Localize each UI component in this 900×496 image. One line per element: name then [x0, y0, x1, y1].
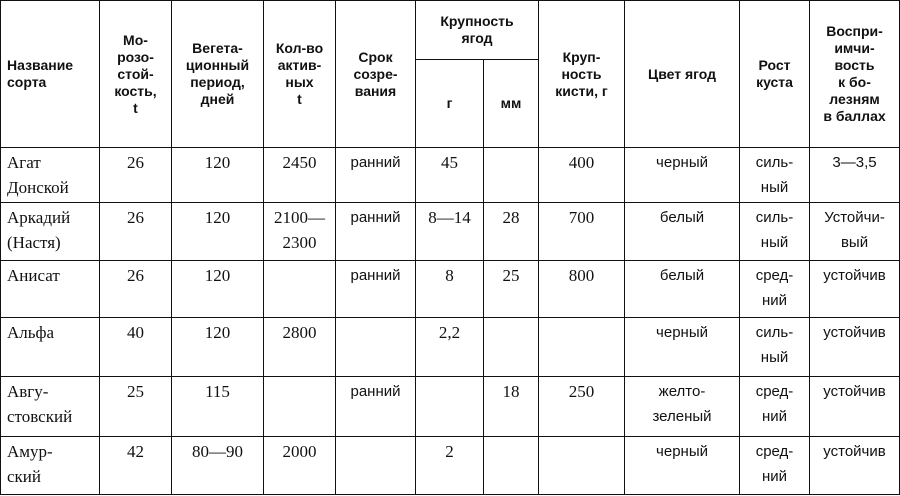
vegetation-period-cell: 120: [171, 202, 264, 261]
bush-growth-cell: сред- ний: [739, 435, 811, 496]
berry-color-cell: черный: [624, 146, 741, 204]
header-frost-resistance: Мо- розо- стой- кость, t: [99, 0, 172, 148]
frost-resistance-cell: 26: [99, 259, 172, 318]
vegetation-period-cell: 120: [171, 259, 264, 318]
vegetation-period-cell: 120: [171, 316, 264, 378]
vegetation-period-cell: 80—90: [171, 435, 264, 496]
table-row: Анисат 26 120 ранний 8 25 800 белый сред- ний уст…: [0, 259, 900, 318]
header-variety-name: Название сорта: [0, 0, 100, 148]
header-ripening-time: Срок созре- вания: [335, 0, 416, 148]
disease-susceptibility-cell: устойчив: [809, 435, 900, 496]
frost-resistance-cell: 26: [99, 202, 172, 261]
cluster-size-cell: [538, 435, 626, 496]
header-bush-growth: Рост куста: [739, 0, 811, 148]
ripening-time-cell: ранний: [335, 376, 416, 437]
active-temperatures-cell: [263, 259, 336, 318]
berry-grams-cell: 8: [415, 259, 484, 318]
vegetation-period-cell: 120: [171, 146, 264, 204]
disease-susceptibility-cell: Устойчи- вый: [809, 202, 900, 261]
cluster-size-cell: 250: [538, 376, 626, 437]
variety-name-cell: Агат Донской: [0, 146, 100, 204]
frost-resistance-cell: 40: [99, 316, 172, 378]
active-temperatures-cell: 2000: [263, 435, 336, 496]
variety-name-cell: Аркадий (Настя): [0, 202, 100, 261]
header-vegetation-period: Вегета- ционный период, дней: [171, 0, 264, 148]
berry-grams-cell: 2,2: [415, 316, 484, 378]
active-temperatures-cell: [263, 376, 336, 437]
ripening-time-cell: [335, 316, 416, 378]
active-temperatures-cell: 2100— 2300: [263, 202, 336, 261]
berry-mm-cell: 25: [482, 259, 540, 318]
ripening-time-cell: [335, 435, 416, 496]
header-berry-mm: мм: [482, 59, 540, 148]
frost-resistance-cell: 26: [99, 146, 172, 204]
header-active-temperatures: Кол-во актив- ных t: [263, 0, 336, 148]
active-temperatures-cell: 2800: [263, 316, 336, 378]
table-row: Агат Донской 26 120 2450 ранний 45 400 черный си…: [0, 146, 900, 204]
cluster-size-cell: [538, 316, 626, 378]
frost-resistance-cell: 25: [99, 376, 172, 437]
cluster-size-cell: 400: [538, 146, 626, 204]
bush-growth-cell: силь- ный: [739, 202, 811, 261]
header-berry-size: Крупность ягод: [414, 0, 540, 60]
header-cluster-size: Круп- ность кисти, г: [538, 0, 626, 148]
variety-name-cell: Альфа: [0, 316, 100, 378]
bush-growth-cell: сред- ний: [739, 376, 811, 437]
ripening-time-cell: ранний: [335, 259, 416, 318]
berry-grams-cell: 45: [415, 146, 484, 204]
table-row: Авгу- стовский 25 115 ранний 18 250 желто- зел…: [0, 376, 900, 437]
berry-grams-cell: 2: [415, 435, 484, 496]
berry-mm-cell: [482, 316, 540, 378]
berry-color-cell: черный: [624, 316, 741, 378]
active-temperatures-cell: 2450: [263, 146, 336, 204]
berry-mm-cell: [482, 146, 540, 204]
disease-susceptibility-cell: 3—3,5: [809, 146, 900, 204]
berry-color-cell: черный: [624, 435, 741, 496]
ripening-time-cell: ранний: [335, 146, 416, 204]
table-row: Аркадий (Настя) 26 120 2100— 2300 ранний 8—14…: [0, 202, 900, 261]
berry-grams-cell: [415, 376, 484, 437]
berry-mm-cell: 28: [482, 202, 540, 261]
header-berry-grams: г: [415, 59, 484, 148]
header-berry-color: Цвет ягод: [624, 0, 741, 148]
berry-mm-cell: [482, 435, 540, 496]
table-row: Амур- ский 42 80—90 2000 2 черный сред- ний уст…: [0, 435, 900, 496]
berry-color-cell: желто- зеленый: [624, 376, 741, 437]
header-disease-susceptibility: Воспри- имчи- вость к бо- лезням в балла…: [809, 0, 900, 148]
frost-resistance-cell: 42: [99, 435, 172, 496]
variety-name-cell: Авгу- стовский: [0, 376, 100, 437]
disease-susceptibility-cell: устойчив: [809, 376, 900, 437]
berry-color-cell: белый: [624, 259, 741, 318]
berry-color-cell: белый: [624, 202, 741, 261]
disease-susceptibility-cell: устойчив: [809, 259, 900, 318]
ripening-time-cell: ранний: [335, 202, 416, 261]
variety-name-cell: Анисат: [0, 259, 100, 318]
table-row: Альфа 40 120 2800 2,2 черный силь- ный устойчив: [0, 316, 900, 378]
disease-susceptibility-cell: устойчив: [809, 316, 900, 378]
bush-growth-cell: силь- ный: [739, 146, 811, 204]
vegetation-period-cell: 115: [171, 376, 264, 437]
bush-growth-cell: силь- ный: [739, 316, 811, 378]
berry-grams-cell: 8—14: [415, 202, 484, 261]
cluster-size-cell: 800: [538, 259, 626, 318]
variety-name-cell: Амур- ский: [0, 435, 100, 496]
cluster-size-cell: 700: [538, 202, 626, 261]
bush-growth-cell: сред- ний: [739, 259, 811, 318]
berry-mm-cell: 18: [482, 376, 540, 437]
